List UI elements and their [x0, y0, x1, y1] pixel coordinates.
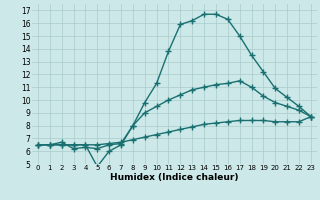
X-axis label: Humidex (Indice chaleur): Humidex (Indice chaleur)	[110, 173, 239, 182]
